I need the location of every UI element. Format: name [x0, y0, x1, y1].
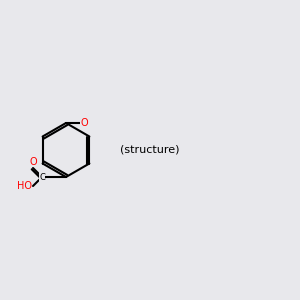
- Text: O: O: [80, 118, 88, 128]
- Text: (structure): (structure): [120, 145, 180, 155]
- Text: O: O: [29, 157, 37, 167]
- Text: HO: HO: [16, 181, 32, 191]
- Text: C: C: [39, 172, 45, 182]
